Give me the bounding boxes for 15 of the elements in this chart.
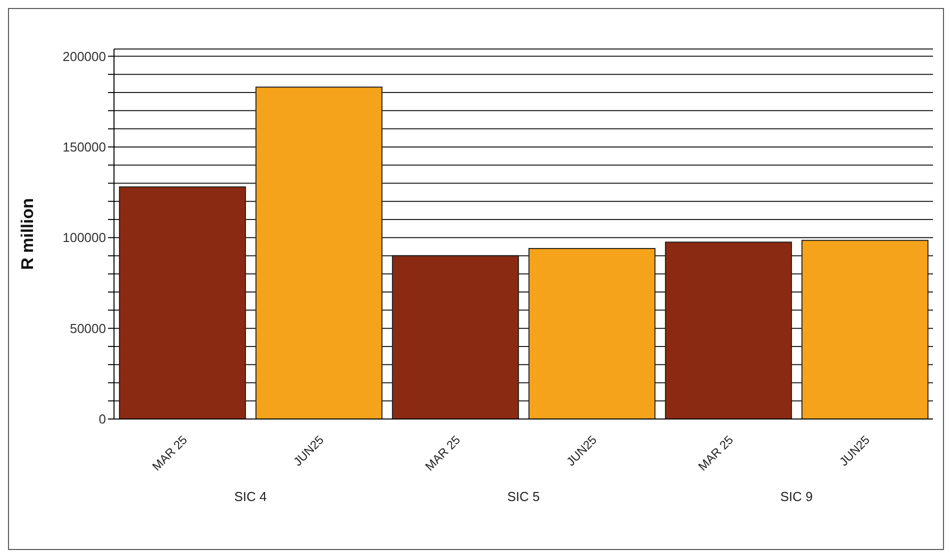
y-tick-label: 100000 — [62, 230, 106, 246]
bar — [801, 240, 928, 419]
bar — [392, 255, 519, 419]
bar — [118, 186, 246, 419]
bar — [528, 248, 656, 419]
y-tick-label: 50000 — [70, 320, 106, 336]
text: SIC 5 — [506, 489, 541, 504]
y-tick-label: 200000 — [62, 48, 106, 64]
y-axis-title: R million — [18, 198, 38, 270]
bar — [664, 242, 792, 419]
y-tick-label: 150000 — [62, 140, 106, 155]
bar — [255, 86, 382, 419]
y-tick-label: 0 — [98, 412, 106, 427]
text: SIC 4 — [233, 489, 268, 504]
text: SIC 9 — [779, 489, 814, 504]
